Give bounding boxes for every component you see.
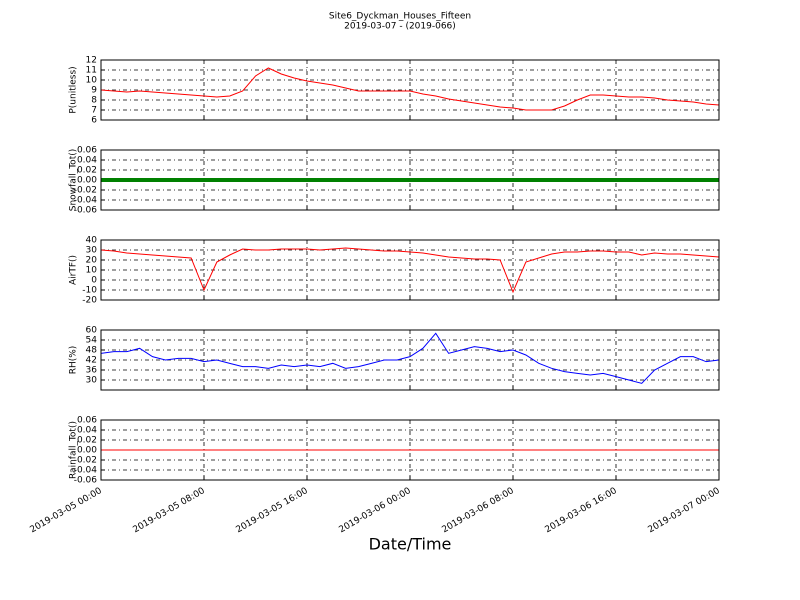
y-tick-label: 10 [86, 76, 98, 86]
y-tick-label: 42 [86, 356, 97, 366]
y-tick-label: -0.04 [74, 466, 98, 476]
y-tick-label: 0.00 [77, 446, 97, 456]
y-tick-label: -0.04 [74, 196, 98, 206]
y-tick-label: 0.02 [77, 166, 97, 176]
y-tick-label: 54 [86, 336, 98, 346]
y-tick-label: 36 [86, 366, 98, 376]
y-tick-label: 48 [86, 346, 98, 356]
plot-frame [100, 239, 720, 301]
y-tick-label: 10 [86, 266, 98, 276]
x-tick-label: 2019-03-05 16:00 [235, 486, 310, 535]
y-tick-label: 0 [91, 276, 97, 286]
y-tick-label: -10 [82, 286, 97, 296]
y-tick-label: 8 [91, 96, 97, 106]
y-tick-label: 6 [91, 116, 97, 126]
y-tick-label: 0.04 [77, 156, 97, 166]
y-tick-label: 12 [86, 56, 97, 66]
x-tick-label: 2019-03-07 00:00 [647, 486, 722, 535]
y-tick-label: 9 [91, 86, 97, 96]
x-tick-label: 2019-03-06 16:00 [544, 486, 619, 535]
y-tick-label: 0.00 [77, 176, 97, 186]
y-axis-label: P(unitless) [69, 66, 79, 113]
y-tick-label: -0.02 [74, 456, 97, 466]
y-tick-label: -0.02 [74, 186, 97, 196]
x-tick-label: 2019-03-05 08:00 [132, 486, 207, 535]
plot-frame [100, 59, 720, 121]
y-tick-label: -0.06 [74, 206, 98, 216]
x-axis-label: Date/Time [369, 535, 452, 554]
plot-frame [100, 419, 720, 481]
y-axis-label: AirTF() [69, 255, 79, 285]
y-tick-label: 7 [91, 106, 97, 116]
y-axis-label: Rainfall_Tot() [69, 421, 79, 479]
chart-title: Site6_Dyckman_Houses_Fifteen [329, 12, 471, 22]
y-tick-label: 30 [86, 376, 98, 386]
y-axis-label: RH(%) [69, 346, 79, 375]
plot-frame [100, 149, 720, 211]
x-tick-label: 2019-03-06 08:00 [441, 486, 516, 535]
y-tick-label: 11 [86, 66, 97, 76]
x-tick-label: 2019-03-06 00:00 [338, 486, 413, 535]
y-tick-label: 30 [86, 246, 98, 256]
y-tick-label: 0.06 [77, 416, 97, 426]
y-tick-label: 0.06 [77, 146, 97, 156]
y-tick-label: 20 [86, 256, 98, 266]
y-axis-label: Snowfall_Tot() [69, 149, 79, 212]
plot-frame [100, 329, 720, 391]
chart-subtitle: 2019-03-07 - (2019-066) [344, 22, 456, 32]
x-tick-label: 2019-03-05 00:00 [29, 486, 104, 535]
y-tick-label: -20 [82, 296, 97, 306]
data-line [100, 247, 720, 294]
y-tick-label: -0.06 [74, 476, 98, 486]
y-tick-label: 0.02 [77, 436, 97, 446]
y-tick-label: 0.04 [77, 426, 97, 436]
data-line [100, 67, 720, 111]
y-tick-label: 40 [86, 236, 98, 246]
y-tick-label: 60 [86, 326, 98, 336]
data-line [100, 332, 720, 384]
